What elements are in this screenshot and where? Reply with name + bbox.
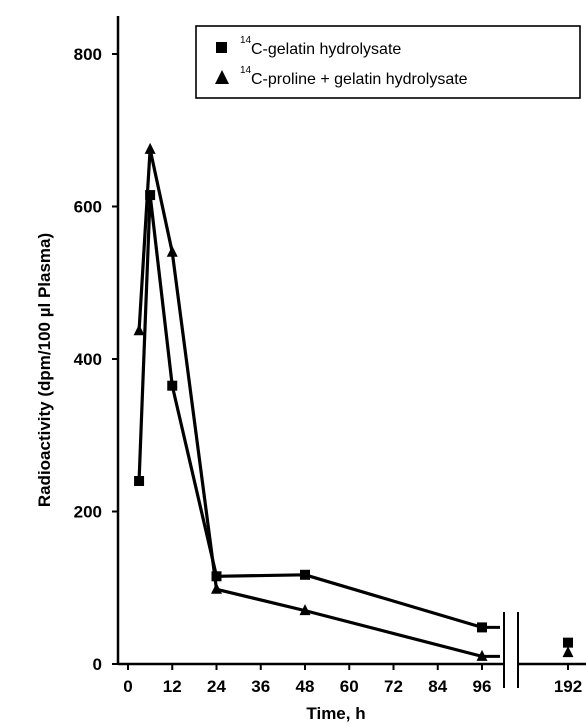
square-marker — [167, 380, 178, 391]
axis-break — [503, 612, 519, 688]
x-tick-label: 192 — [554, 677, 582, 696]
triangle-marker — [211, 582, 222, 594]
x-tick-label: 24 — [207, 677, 226, 696]
x-tick-label: 36 — [251, 677, 270, 696]
x-axis-title: Time, h — [306, 704, 365, 723]
legend-superscript: 14 — [240, 65, 252, 76]
x-tick-label: 0 — [123, 677, 132, 696]
triangle-marker — [133, 324, 145, 336]
square-marker — [563, 637, 573, 648]
y-tick-label: 600 — [74, 198, 102, 217]
triangle-marker — [299, 604, 311, 616]
legend-label: C-proline + gelatin hydrolysate — [251, 71, 468, 88]
y-tick-label: 0 — [93, 655, 102, 674]
square-marker — [211, 571, 222, 582]
ticks: 0 200 400 600 800 0 12 24 36 48 60 72 84 96 192 — [74, 45, 583, 696]
x-tick-label: 60 — [340, 677, 359, 696]
square-marker — [145, 190, 156, 201]
x-tick-label: 72 — [384, 677, 403, 696]
square-marker — [300, 569, 310, 580]
legend-label: C-gelatin hydrolysate — [251, 41, 401, 58]
triangle-marker — [562, 646, 574, 658]
x-tick-label: 12 — [163, 677, 182, 696]
triangle-marker — [476, 649, 488, 661]
series-line — [137, 147, 484, 658]
y-tick-label: 800 — [74, 45, 102, 64]
legend-square-icon — [216, 42, 227, 53]
y-tick-label: 200 — [74, 503, 102, 522]
triangle-marker — [166, 245, 178, 257]
legend-box — [195, 25, 581, 99]
legend-superscript: 14 — [240, 35, 252, 46]
series-gelatin — [134, 190, 573, 648]
square-marker — [134, 476, 145, 486]
x-tick-label: 84 — [428, 677, 447, 696]
triangle-marker — [144, 142, 156, 154]
axes — [116, 16, 586, 666]
x-tick-label: 48 — [296, 677, 315, 696]
square-marker — [477, 622, 487, 633]
series-line — [137, 193, 484, 630]
legend-triangle-icon — [215, 70, 229, 84]
series-proline — [133, 142, 574, 661]
x-tick-label: 96 — [473, 677, 492, 696]
series-layer — [133, 142, 574, 661]
y-tick-label: 400 — [74, 350, 102, 369]
y-axis-title: Radioactivity (dpm/100 µl Plasma) — [35, 233, 54, 507]
break-mask — [504, 648, 518, 668]
